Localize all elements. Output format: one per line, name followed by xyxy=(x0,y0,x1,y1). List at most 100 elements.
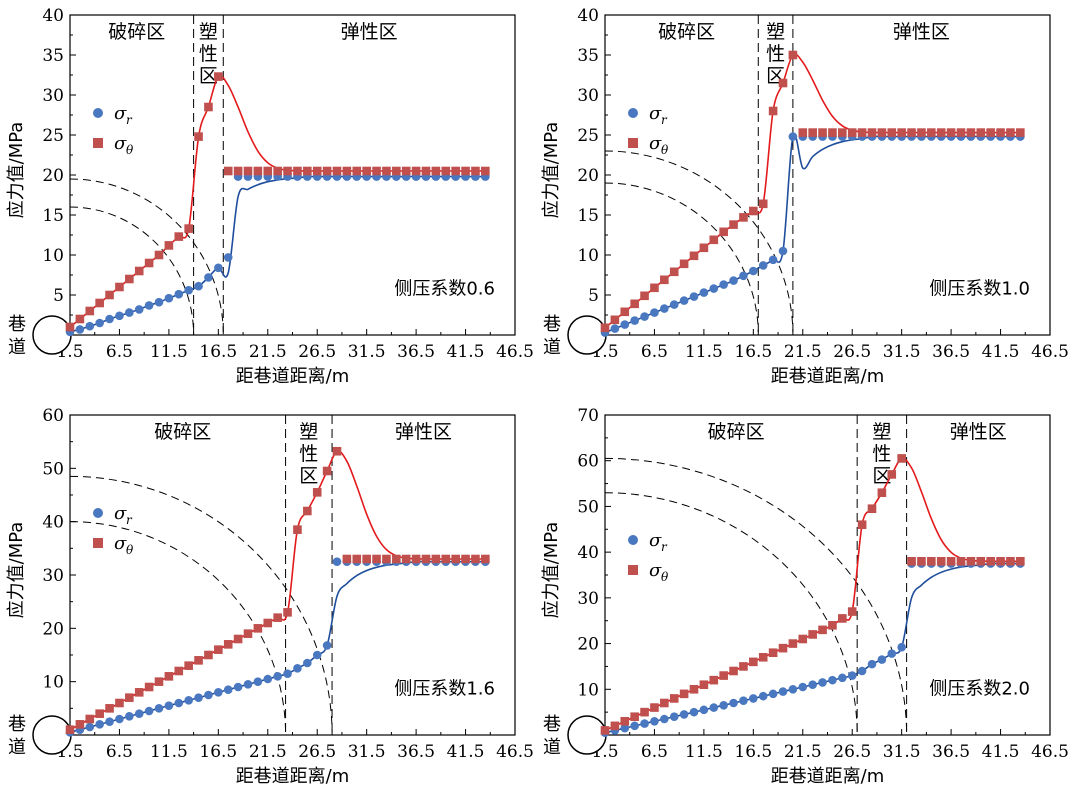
zone-label-plastic: 性 xyxy=(299,443,318,465)
sigma-theta-point xyxy=(164,672,174,681)
lateral-pressure-annotation: 侧压系数2.0 xyxy=(929,679,1030,700)
sigma-r-point xyxy=(798,682,808,692)
y-tick-label: 20 xyxy=(42,619,64,639)
sigma-r-point xyxy=(293,664,302,673)
tunnel-label-bottom: 道 xyxy=(8,337,26,358)
sigma-theta-point xyxy=(144,258,154,268)
sigma-theta-point xyxy=(927,556,936,566)
sigma-theta-point xyxy=(322,466,332,476)
y-tick-label: 40 xyxy=(42,6,64,26)
legend-sigma-theta-subscript: θ xyxy=(661,570,669,584)
sigma-theta-point xyxy=(946,128,956,137)
sigma-theta-point xyxy=(342,166,352,176)
legend-sigma-r-marker xyxy=(628,535,638,545)
zone-label-plastic: 区 xyxy=(299,465,318,487)
x-tick-label: 36.5 xyxy=(932,342,970,362)
x-tick-label: 11.5 xyxy=(150,742,188,762)
sigma-theta-point xyxy=(956,556,966,566)
sigma-theta-point xyxy=(144,682,154,692)
sigma-theta-point xyxy=(461,166,470,176)
lateral-pressure-annotation: 侧压系数1.0 xyxy=(929,279,1030,300)
sigma-theta-point xyxy=(332,446,342,456)
sigma-theta-point xyxy=(481,554,490,564)
y-axis-title: 应力值/MPa xyxy=(6,122,27,219)
sigma-theta-point xyxy=(253,624,263,633)
legend-sigma-r-label: σ xyxy=(649,530,662,551)
sigma-theta-point xyxy=(293,166,302,176)
sigma-theta-point xyxy=(392,166,401,176)
sigma-r-point xyxy=(322,641,332,650)
sigma-r-point xyxy=(758,261,768,270)
sigma-r-point xyxy=(115,714,124,724)
sigma-r-point xyxy=(887,649,897,658)
sigma-theta-point xyxy=(263,166,273,176)
sigma-theta-point xyxy=(917,556,926,566)
sigma-r-point xyxy=(184,285,193,295)
chart-panel-k10: 05101520253035401.56.511.516.521.526.531… xyxy=(541,6,1069,387)
legend-sigma-theta-label: σ xyxy=(114,133,127,154)
sigma-r-point xyxy=(719,700,728,710)
sigma-theta-point xyxy=(303,506,312,516)
legend-sigma-r-marker xyxy=(93,108,103,118)
sigma-theta-point xyxy=(1016,556,1025,566)
sigma-theta-point xyxy=(471,554,480,564)
sigma-r-point xyxy=(223,253,233,262)
sigma-r-point xyxy=(847,671,857,680)
legend-sigma-theta-label: σ xyxy=(114,533,127,554)
zone-label-plastic: 塑 xyxy=(766,21,785,43)
sigma-theta-point xyxy=(421,554,431,564)
zone-label-plastic: 区 xyxy=(872,465,891,487)
sigma-theta-point xyxy=(847,128,857,137)
zone-label-plastic: 性 xyxy=(766,43,785,65)
sigma-theta-point xyxy=(897,128,906,137)
sigma-theta-point xyxy=(749,657,758,667)
sigma-theta-point xyxy=(887,470,897,479)
sigma-theta-point xyxy=(194,656,203,665)
y-tick-label: 40 xyxy=(577,543,599,563)
sigma-theta-point xyxy=(689,684,699,694)
sigma-theta-point xyxy=(461,554,470,564)
sigma-r-point xyxy=(650,308,659,317)
sigma-theta-point xyxy=(838,128,847,137)
legend-sigma-theta-label: σ xyxy=(649,133,662,154)
sigma-theta-point xyxy=(699,680,709,690)
sigma-r-point xyxy=(719,280,728,289)
sigma-r-point xyxy=(620,723,630,733)
sigma-theta-point xyxy=(620,307,630,317)
sigma-theta-point xyxy=(392,554,401,564)
sigma-r-point xyxy=(115,311,124,321)
tunnel-label-top: 巷 xyxy=(8,314,26,335)
sigma-theta-point xyxy=(907,556,916,566)
sigma-r-point xyxy=(204,273,213,282)
sigma-theta-point xyxy=(233,634,243,644)
sigma-r-point xyxy=(630,721,639,731)
sigma-r-point xyxy=(75,325,85,334)
y-tick-label: 5 xyxy=(53,286,64,306)
zone-label-plastic: 性 xyxy=(872,443,891,465)
y-tick-label: 10 xyxy=(577,680,599,700)
y-axis-title: 应力值/MPa xyxy=(541,522,562,619)
x-tick-label: 21.5 xyxy=(784,342,822,362)
sigma-r-point xyxy=(660,304,669,313)
sigma-r-point xyxy=(679,296,689,305)
sigma-theta-point xyxy=(164,241,174,250)
sigma-theta-point xyxy=(105,290,114,300)
sigma-r-point xyxy=(134,305,144,314)
sigma-r-curve xyxy=(604,133,1021,334)
zone-arc xyxy=(605,492,858,735)
sigma-theta-point xyxy=(709,235,719,245)
chart-panel-k20: 0102030405060701.56.511.516.521.526.531.… xyxy=(541,406,1069,787)
sigma-theta-point xyxy=(669,267,679,277)
zone-label-elastic: 弹性区 xyxy=(395,421,452,443)
sigma-r-point xyxy=(689,292,699,301)
sigma-theta-point xyxy=(125,693,134,702)
y-axis-title: 应力值/MPa xyxy=(541,122,562,219)
sigma-r-curve xyxy=(69,560,486,734)
x-tick-label: 11.5 xyxy=(685,342,723,362)
sigma-r-point xyxy=(85,321,95,331)
x-tick-label: 11.5 xyxy=(685,742,723,762)
x-tick-label: 16.5 xyxy=(734,742,772,762)
sigma-theta-point xyxy=(719,227,728,237)
sigma-theta-point xyxy=(352,166,362,176)
sigma-r-point xyxy=(729,276,738,285)
